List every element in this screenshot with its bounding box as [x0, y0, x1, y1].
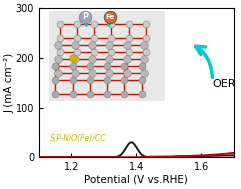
Y-axis label: J (mA cm⁻²): J (mA cm⁻²): [4, 53, 14, 113]
Text: S,P-NiO(Fe)/CC: S,P-NiO(Fe)/CC: [50, 134, 107, 143]
X-axis label: Potential (V vs.RHE): Potential (V vs.RHE): [84, 175, 188, 185]
Text: OER: OER: [213, 79, 236, 89]
